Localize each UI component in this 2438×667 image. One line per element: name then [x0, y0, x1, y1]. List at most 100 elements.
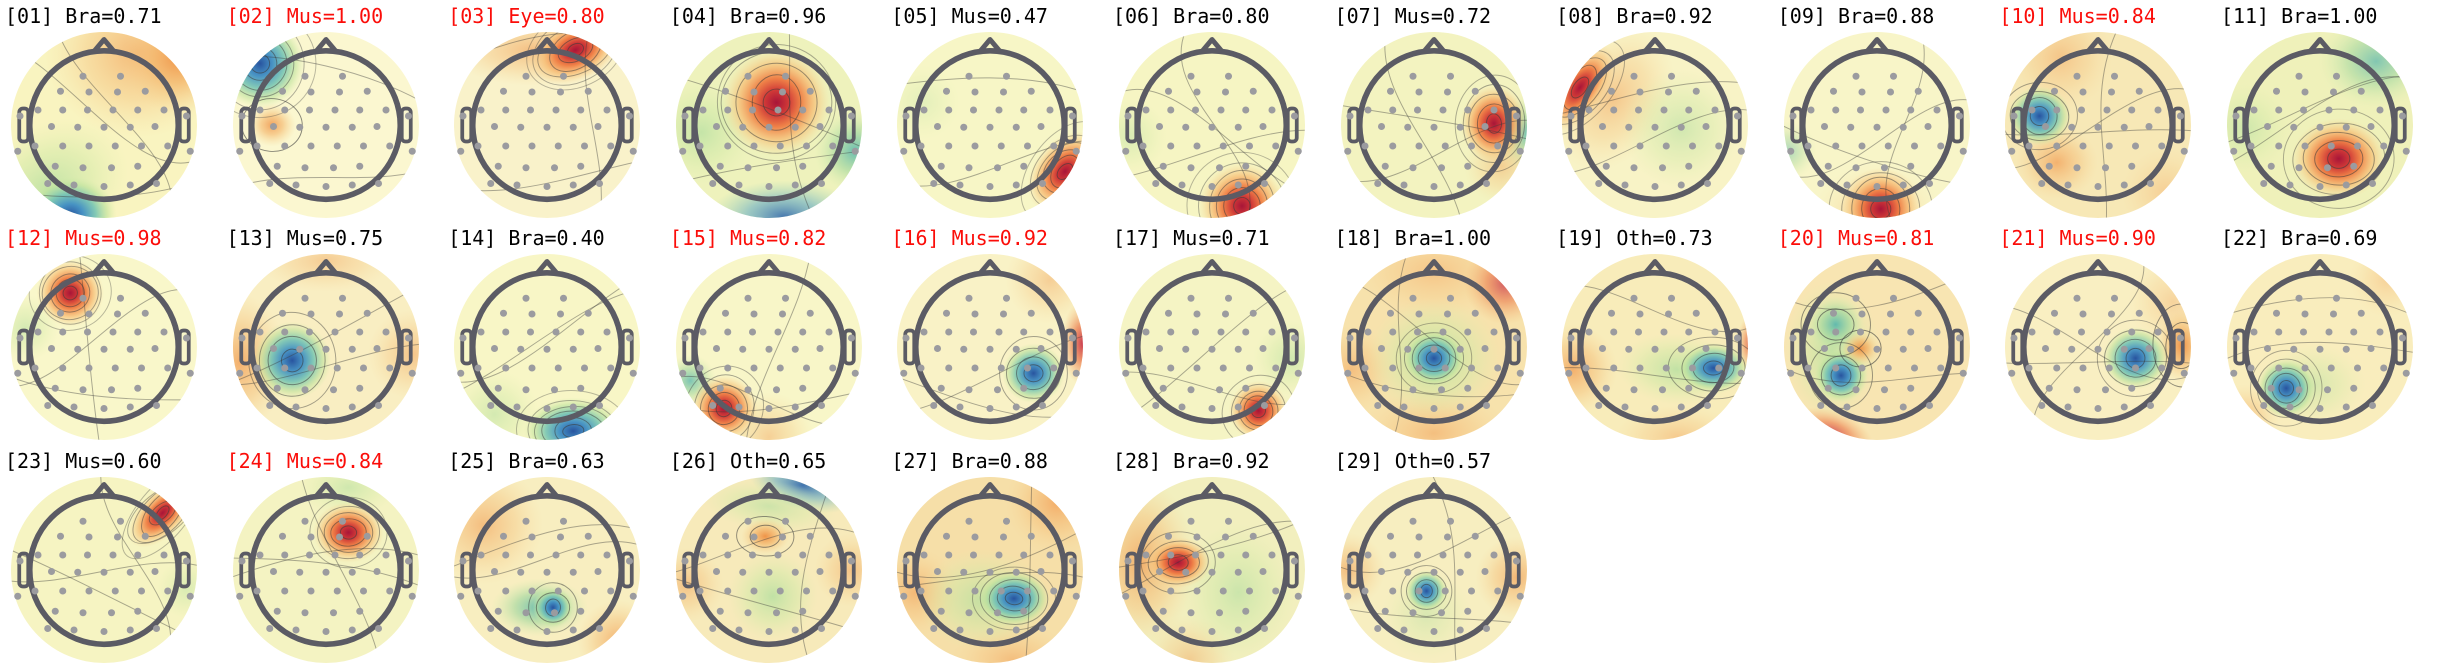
scalp-circle [1134, 492, 1290, 647]
head-outline [460, 259, 634, 425]
topomap-cell: [27] Bra=0.88 [886, 445, 1108, 667]
head-outline [460, 481, 634, 647]
nose-icon [1200, 481, 1224, 498]
scalp-circle [691, 270, 846, 425]
electrode-dots [14, 72, 194, 191]
nose-icon [313, 259, 338, 275]
head-outline [1125, 481, 1299, 647]
topomap-svg [10, 254, 198, 441]
scalp-circle [470, 492, 625, 647]
topomap-cell: [10] Mus=0.84 [1994, 0, 2216, 222]
component-title: [22] Bra=0.69 [2220, 226, 2378, 251]
nose-icon [2086, 37, 2110, 53]
component-title: [15] Mus=0.82 [669, 226, 827, 251]
electrode-dots [457, 295, 637, 413]
component-title: [09] Bra=0.88 [1777, 4, 1935, 28]
electrode-dots [1786, 295, 1967, 413]
topomap-cell: [07] Mus=0.72 [1330, 0, 1552, 222]
topomap-svg [232, 254, 419, 441]
nose-icon [978, 259, 1002, 275]
component-title: [16] Mus=0.92 [891, 226, 1048, 251]
topomap-svg [2226, 254, 2413, 441]
topomap-svg [454, 254, 641, 441]
nose-icon [92, 259, 116, 275]
topomap-svg [897, 476, 1084, 663]
topomap-cell: [28] Bra=0.92 [1108, 445, 1330, 667]
electrode-dots [1565, 72, 1745, 191]
component-title: [17] Mus=0.71 [1112, 226, 1270, 251]
topomap-svg [10, 476, 198, 663]
head-outline [1568, 259, 1742, 425]
topomap-cell: [16] Mus=0.92 [886, 222, 1108, 444]
nose-icon [313, 37, 338, 53]
component-title: [26] Oth=0.65 [669, 448, 827, 473]
topomap-svg [1783, 254, 1970, 441]
nose-icon [1865, 259, 1889, 275]
scalp-circle [691, 47, 846, 203]
head-outline [1125, 259, 1299, 425]
topomap-cell: [18] Bra=1.00 [1330, 222, 1552, 444]
topomap-cell: [24] Mus=0.84 [222, 445, 444, 667]
component-title: [18] Bra=1.00 [1334, 226, 1492, 251]
topomap-cell: [09] Bra=0.88 [1773, 0, 1995, 222]
topomap-cell: [08] Bra=0.92 [1551, 0, 1773, 222]
head-outline [460, 37, 634, 203]
nose-icon [92, 481, 116, 498]
electrode-dots [2230, 295, 2410, 413]
topomap-svg [675, 31, 862, 219]
head-outline [1790, 37, 1964, 203]
nose-icon [313, 481, 338, 498]
head-outline [682, 259, 856, 425]
electrode-dots [235, 72, 416, 191]
head-outline [682, 481, 856, 647]
topomap-cell: [17] Mus=0.71 [1108, 222, 1330, 444]
topomap-cell: [25] Bra=0.63 [443, 445, 665, 667]
nose-icon [2308, 37, 2332, 53]
topomap-svg [1118, 476, 1305, 663]
electrode-dots [679, 517, 859, 635]
component-title: [19] Oth=0.73 [1556, 226, 1713, 251]
topomap-svg [232, 476, 419, 663]
electrode-dots [457, 72, 637, 191]
head-outline [17, 259, 191, 425]
topomap-svg [1340, 254, 1527, 441]
head-outline [238, 259, 413, 425]
electrode-dots [2008, 72, 2189, 191]
electrode-dots [457, 517, 637, 635]
scalp-circle [2242, 47, 2398, 203]
topomap-svg [1783, 31, 1970, 219]
topomap-cell: [05] Mus=0.47 [886, 0, 1108, 222]
topomap-cell: [15] Mus=0.82 [665, 222, 887, 444]
head-outline [2233, 37, 2407, 203]
scalp-circle [248, 270, 403, 425]
topomap-svg [2005, 31, 2192, 219]
electrode-dots [1786, 72, 1967, 191]
scalp-circle [1356, 47, 1511, 203]
component-title: [07] Mus=0.72 [1334, 4, 1492, 28]
component-title: [05] Mus=0.47 [891, 4, 1048, 28]
nose-icon [1643, 259, 1667, 275]
component-title: [24] Mus=0.84 [226, 448, 384, 473]
component-title: [03] Eye=0.80 [448, 4, 605, 28]
component-title: [10] Mus=0.84 [1999, 4, 2156, 28]
component-title: [27] Bra=0.88 [891, 448, 1048, 473]
electrode-dots [14, 295, 194, 413]
nose-icon [1421, 259, 1446, 275]
nose-icon [1643, 37, 1667, 53]
nose-icon [1200, 37, 1224, 53]
topomap-cell: [03] Eye=0.80 [443, 0, 665, 222]
topomap-svg [1562, 254, 1749, 441]
head-outline [682, 37, 856, 203]
component-title: [08] Bra=0.92 [1556, 4, 1713, 28]
topomap-cell: [26] Oth=0.65 [665, 445, 887, 667]
component-title: [12] Mus=0.98 [5, 226, 162, 251]
head-outline [238, 481, 413, 647]
electrode-dots [1122, 295, 1302, 413]
scalp-circle [913, 270, 1068, 425]
scalp-circle [1799, 47, 1954, 203]
nose-icon [2308, 259, 2332, 275]
head-outline [1346, 481, 1521, 647]
topomap-cell: [29] Oth=0.57 [1330, 445, 1552, 667]
topomap-svg [10, 31, 198, 219]
electrode-dots [1343, 72, 1524, 191]
